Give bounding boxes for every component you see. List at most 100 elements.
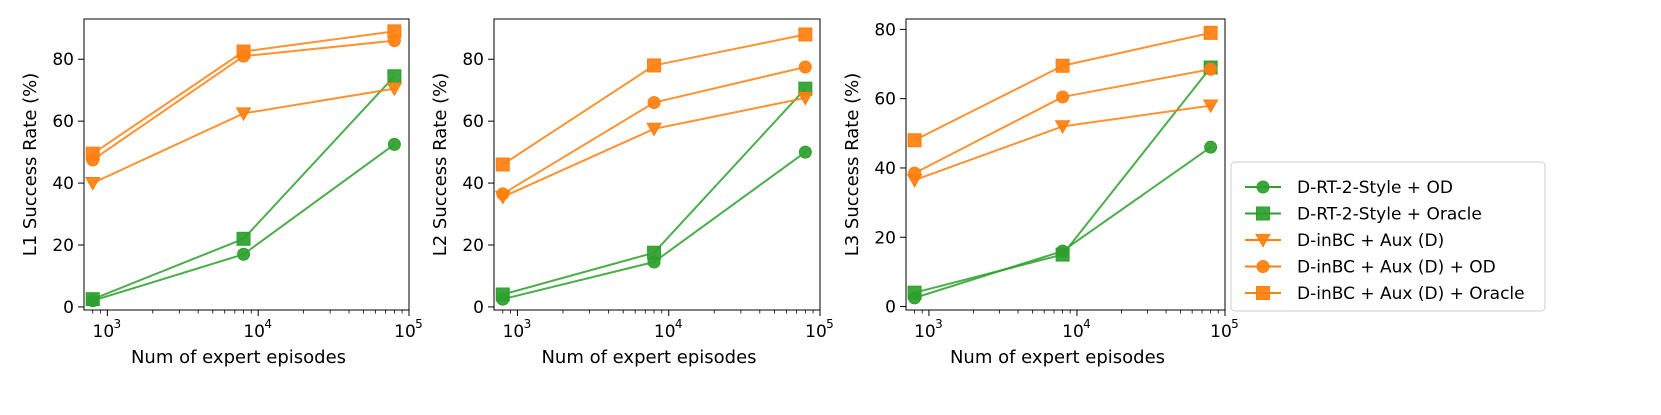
- x-minor-ticks: [502, 310, 814, 314]
- data-point: [1204, 62, 1218, 76]
- data-point: [647, 58, 662, 73]
- legend-entry: D-inBC + Aux (D) + OD: [1245, 258, 1496, 278]
- legend-label: D-RT-2-Style + OD: [1297, 178, 1453, 198]
- data-point: [235, 107, 252, 122]
- data-point: [1204, 140, 1218, 154]
- y-tick-label: 20: [462, 236, 484, 256]
- data-point: [798, 60, 812, 74]
- data-point: [495, 287, 510, 302]
- series-5: [85, 24, 402, 161]
- x-minor-ticks: [92, 310, 403, 314]
- legend-entry: D-RT-2-Style + Oracle: [1245, 205, 1482, 225]
- data-point: [387, 24, 402, 39]
- data-point: [495, 157, 510, 172]
- data-point: [85, 146, 100, 161]
- data-point: [797, 91, 814, 106]
- x-tick-exponent: 5: [1231, 317, 1239, 331]
- data-point: [1202, 99, 1219, 114]
- data-point: [236, 44, 251, 59]
- data-point: [647, 96, 661, 110]
- data-point: [237, 247, 251, 261]
- data-point: [1055, 247, 1070, 262]
- x-tick-label: 10: [503, 322, 525, 342]
- series-line: [914, 146, 1212, 299]
- x-tick-label: 10: [805, 322, 827, 342]
- data-point: [236, 231, 251, 246]
- series-line: [502, 151, 806, 301]
- series-4: [496, 60, 812, 201]
- x-tick-exponent: 3: [114, 317, 122, 331]
- y-tick-label: 60: [52, 112, 74, 132]
- y-axis-label: L3 Success Rate (%): [842, 73, 863, 257]
- y-tick-label: 80: [462, 50, 484, 70]
- data-point: [907, 133, 922, 148]
- x-tick-label: 10: [93, 322, 115, 342]
- legend-label: D-inBC + Aux (D) + Oracle: [1297, 284, 1525, 304]
- series-3: [906, 99, 1219, 188]
- x-tick-label: 10: [1210, 322, 1232, 342]
- y-tick-label: 40: [52, 174, 74, 194]
- y-tick-label: 20: [52, 236, 74, 256]
- x-tick-exponent: 4: [675, 317, 683, 331]
- legend-label: D-inBC + Aux (D): [1297, 231, 1444, 251]
- y-tick-label: 60: [874, 90, 896, 110]
- legend-label: D-RT-2-Style + Oracle: [1297, 205, 1482, 225]
- data-point: [387, 69, 402, 84]
- series-3: [84, 82, 403, 191]
- series-line: [502, 96, 806, 198]
- legend-marker: [1256, 206, 1270, 221]
- x-minor-ticks: [914, 310, 1219, 314]
- legend-box: [1230, 161, 1546, 312]
- y-tick-label: 20: [874, 228, 896, 248]
- series-2: [85, 69, 402, 307]
- y-tick-label: 60: [462, 112, 484, 132]
- plot-frame: [905, 18, 1226, 311]
- y-tick-label: 40: [874, 159, 896, 179]
- legend-marker: [1256, 260, 1270, 273]
- x-tick-label: 10: [1062, 322, 1084, 342]
- series-line: [92, 87, 395, 184]
- legend-marker: [1256, 286, 1270, 300]
- plot-frame: [493, 18, 821, 311]
- data-point: [1203, 25, 1218, 40]
- data-point: [1056, 90, 1070, 104]
- series-line: [92, 143, 395, 302]
- y-tick-label: 0: [885, 298, 896, 318]
- data-point: [85, 292, 100, 307]
- legend-label: D-inBC + Aux (D) + OD: [1297, 258, 1496, 278]
- legend: D-RT-2-Style + OD D-RT-2-Style + Oracle D-…: [1230, 161, 1546, 312]
- y-tick-label: 0: [473, 298, 484, 318]
- x-axis-label: Num of expert episodes: [131, 347, 346, 368]
- x-tick-label: 10: [243, 322, 265, 342]
- y-axis-label: L2 Success Rate (%): [430, 73, 451, 257]
- data-point: [1054, 120, 1071, 135]
- data-point: [907, 285, 922, 300]
- series-4: [908, 62, 1218, 180]
- x-tick-exponent: 5: [826, 317, 834, 331]
- y-tick-label: 80: [52, 50, 74, 70]
- data-point: [798, 27, 813, 42]
- data-point: [646, 122, 662, 137]
- plot-frame: [83, 18, 410, 311]
- x-tick-exponent: 3: [935, 317, 943, 331]
- series-line: [914, 104, 1211, 182]
- x-tick-label: 10: [654, 322, 676, 342]
- data-point: [386, 82, 403, 97]
- x-tick-exponent: 5: [415, 317, 423, 331]
- x-axis-label: Num of expert episodes: [541, 347, 756, 368]
- y-axis-label: L1 Success Rate (%): [20, 73, 41, 257]
- data-point: [1055, 58, 1070, 73]
- y-tick-label: 0: [63, 298, 74, 318]
- x-tick-exponent: 4: [264, 317, 272, 331]
- x-tick-exponent: 4: [1083, 317, 1091, 331]
- data-point: [84, 176, 101, 191]
- series-5: [495, 27, 813, 172]
- legend-marker: [1256, 180, 1270, 194]
- legend-entry: D-inBC + Aux (D): [1245, 231, 1444, 251]
- data-point: [798, 145, 812, 159]
- data-point: [908, 166, 922, 180]
- y-tick-label: 80: [874, 20, 896, 40]
